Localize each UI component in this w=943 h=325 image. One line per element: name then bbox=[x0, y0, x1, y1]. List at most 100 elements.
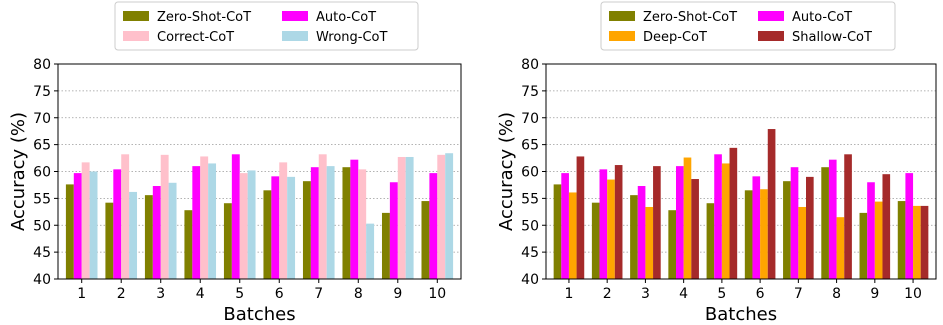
bar bbox=[714, 154, 722, 279]
bar bbox=[287, 176, 296, 279]
bar bbox=[437, 154, 446, 279]
bar bbox=[263, 190, 272, 279]
x-tick-label: 9 bbox=[393, 286, 402, 302]
legend-swatch bbox=[758, 31, 784, 41]
bar bbox=[318, 154, 327, 279]
bar bbox=[81, 162, 90, 279]
bar bbox=[721, 163, 730, 279]
bar bbox=[421, 201, 430, 279]
x-tick-label: 3 bbox=[641, 286, 650, 302]
plot-frame bbox=[57, 63, 462, 280]
legend-label: Shallow-CoT bbox=[792, 30, 872, 45]
y-tick-label: 60 bbox=[521, 165, 539, 181]
bar bbox=[729, 147, 738, 279]
legend-swatch bbox=[282, 31, 308, 41]
bar bbox=[121, 154, 130, 279]
bar bbox=[89, 171, 98, 279]
bar bbox=[302, 181, 311, 279]
bar bbox=[366, 223, 375, 279]
bar bbox=[637, 186, 646, 279]
bar bbox=[405, 156, 414, 279]
bar bbox=[129, 191, 138, 279]
bar bbox=[389, 182, 398, 279]
x-tick-label: 2 bbox=[603, 286, 612, 302]
bar bbox=[168, 182, 177, 279]
bar bbox=[630, 195, 638, 279]
bar bbox=[144, 195, 153, 279]
plot-frame bbox=[545, 63, 937, 280]
y-tick-label: 75 bbox=[33, 84, 51, 100]
y-tick-label: 70 bbox=[33, 111, 51, 127]
bar bbox=[358, 169, 367, 279]
bar bbox=[897, 201, 906, 279]
bar bbox=[342, 167, 351, 279]
y-tick-label: 65 bbox=[33, 138, 51, 154]
bar bbox=[239, 173, 248, 279]
bar bbox=[310, 167, 319, 279]
y-tick-label: 55 bbox=[521, 191, 539, 207]
bar bbox=[836, 217, 845, 279]
legend-label: Auto-CoT bbox=[316, 10, 376, 25]
legend-label: Auto-CoT bbox=[792, 10, 852, 25]
x-tick-label: 5 bbox=[717, 286, 726, 302]
bar bbox=[350, 159, 359, 279]
x-tick-label: 8 bbox=[354, 286, 363, 302]
bar bbox=[184, 210, 193, 279]
y-tick-label: 40 bbox=[521, 272, 539, 288]
y-tick-label: 45 bbox=[521, 245, 539, 261]
y-axis-label: Accuracy (%) bbox=[8, 112, 29, 231]
y-tick-label: 80 bbox=[33, 57, 51, 73]
legend-swatch bbox=[123, 31, 149, 41]
bar bbox=[913, 205, 921, 279]
x-tick-label: 10 bbox=[428, 286, 446, 302]
bar bbox=[882, 174, 891, 279]
bar bbox=[614, 165, 623, 279]
bar bbox=[553, 184, 562, 279]
legend-swatch bbox=[123, 11, 149, 21]
x-tick-label: 5 bbox=[235, 286, 244, 302]
bar bbox=[208, 163, 217, 279]
bar bbox=[844, 154, 852, 279]
y-tick-label: 50 bbox=[521, 218, 539, 234]
bar bbox=[783, 181, 791, 279]
bar bbox=[576, 156, 585, 279]
bar bbox=[381, 212, 390, 279]
legend-swatch bbox=[609, 31, 635, 41]
x-tick-label: 7 bbox=[314, 286, 323, 302]
legend-box bbox=[600, 1, 896, 51]
x-tick-label: 10 bbox=[904, 286, 922, 302]
x-axis-label: Batches bbox=[223, 304, 295, 325]
bar bbox=[790, 167, 799, 279]
bar bbox=[653, 166, 661, 279]
y-tick-label: 45 bbox=[33, 245, 51, 261]
bar bbox=[760, 189, 768, 279]
bar bbox=[429, 173, 438, 279]
bar bbox=[223, 203, 232, 279]
legend-label: Correct-CoT bbox=[157, 30, 234, 45]
legend: Zero-Shot-CoT Auto-CoT Deep-CoT Shallow-CoT bbox=[600, 1, 896, 51]
x-tick-label: 2 bbox=[117, 286, 126, 302]
bar bbox=[397, 156, 406, 279]
bar bbox=[920, 205, 929, 279]
y-tick-label: 65 bbox=[521, 138, 539, 154]
x-tick-label: 4 bbox=[679, 286, 688, 302]
bar bbox=[568, 192, 577, 279]
bar bbox=[867, 182, 875, 279]
bar bbox=[676, 166, 684, 279]
bar bbox=[806, 176, 814, 279]
x-tick-label: 1 bbox=[77, 286, 86, 302]
x-tick-label: 6 bbox=[275, 286, 284, 302]
bar bbox=[326, 166, 335, 279]
legend-label: Wrong-CoT bbox=[316, 30, 387, 45]
bar bbox=[152, 186, 161, 279]
bar bbox=[105, 202, 114, 279]
bar bbox=[73, 173, 82, 279]
bar bbox=[668, 210, 676, 279]
x-tick-label: 4 bbox=[196, 286, 205, 302]
legend-label: Zero-Shot-CoT bbox=[643, 10, 737, 25]
y-tick-label: 40 bbox=[33, 272, 51, 288]
bar bbox=[744, 190, 753, 279]
